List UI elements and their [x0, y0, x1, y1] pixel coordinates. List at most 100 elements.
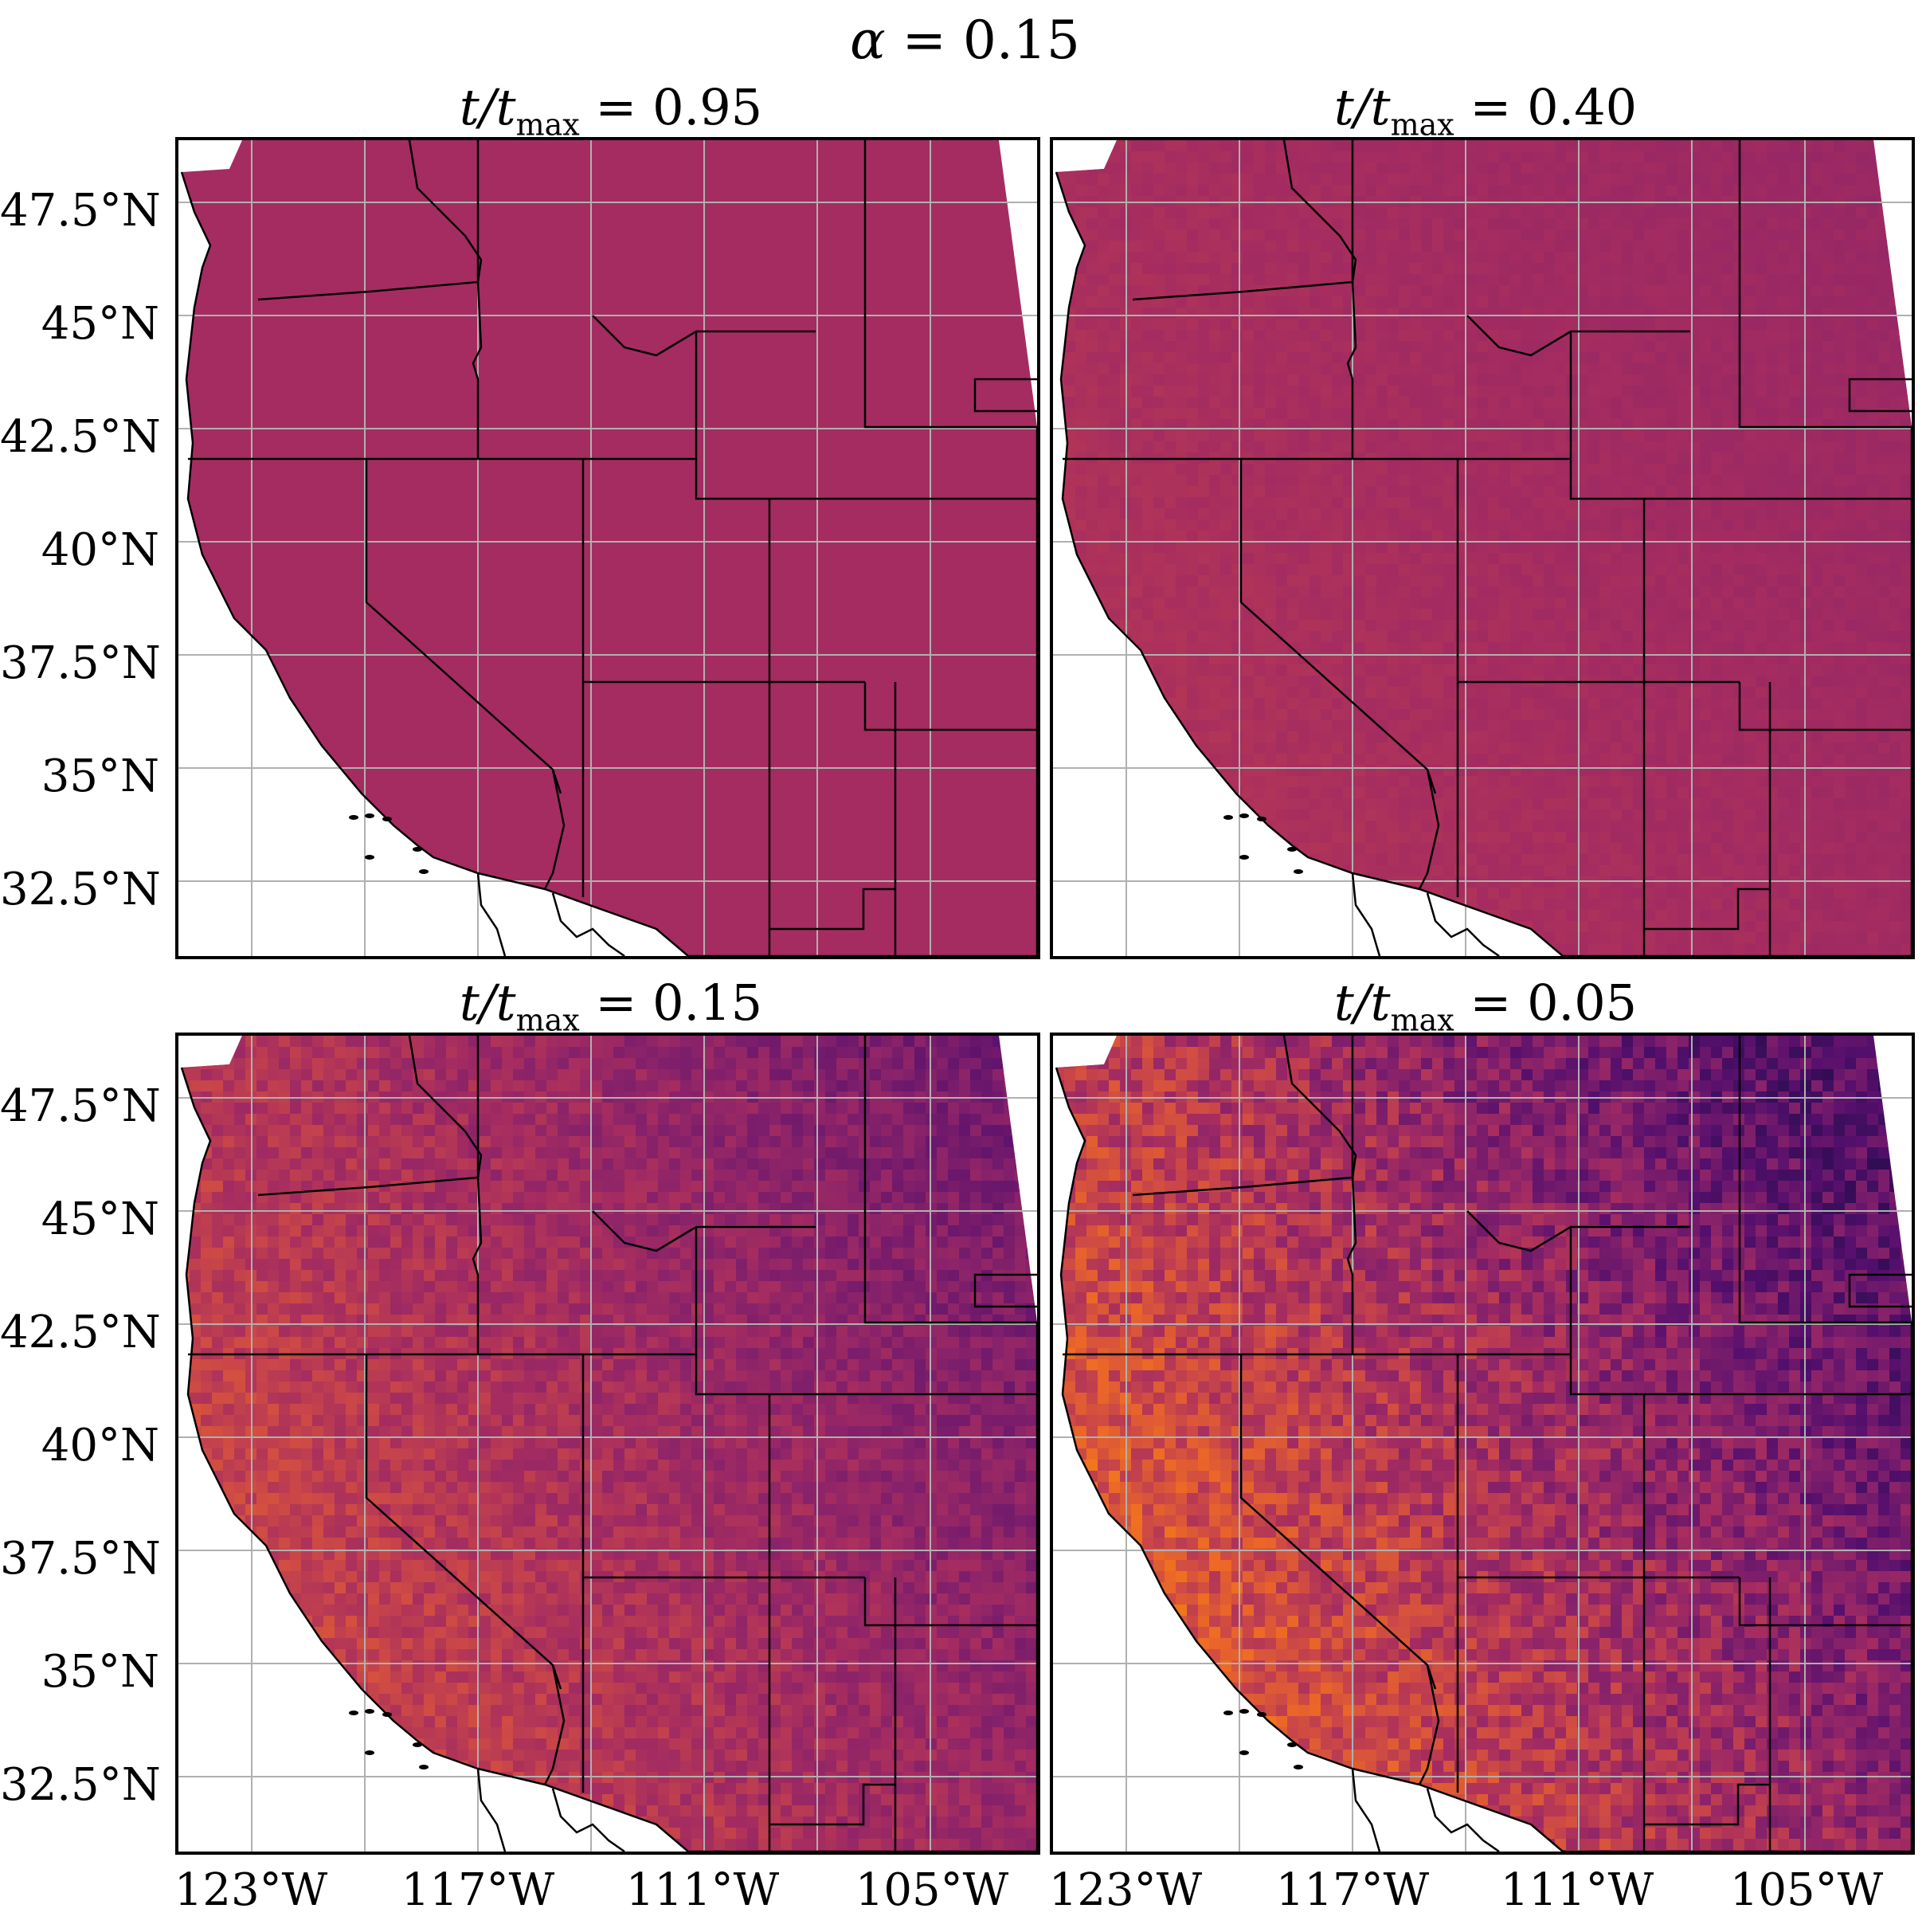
- field-cell: [1354, 664, 1365, 676]
- field-cell: [1231, 296, 1243, 308]
- field-cell: [1510, 274, 1521, 285]
- field-cell: [1533, 285, 1544, 296]
- field-cell: [1109, 441, 1120, 453]
- field-cell: [1454, 642, 1466, 653]
- field-cell: [1231, 408, 1243, 419]
- field-cell: [1566, 787, 1577, 798]
- field-cell: [1744, 218, 1756, 229]
- field-cell: [1075, 598, 1086, 609]
- field-cell: [1499, 787, 1510, 798]
- field-cell: [1056, 575, 1064, 586]
- field-cell: [1599, 308, 1611, 319]
- field-cell: [1388, 765, 1399, 776]
- field-cell: [1555, 553, 1566, 564]
- field-cell: [1655, 653, 1666, 664]
- field-cell: [1644, 776, 1655, 787]
- field-cell: [1410, 821, 1421, 832]
- field-cell: [1310, 285, 1321, 296]
- field-cell: [1722, 843, 1733, 854]
- field-cell: [1878, 475, 1889, 486]
- field-cell: [1432, 553, 1443, 564]
- field-cell: [1822, 319, 1834, 330]
- field-cell: [1722, 285, 1733, 296]
- field-cell: [1466, 475, 1477, 486]
- field-cell: [1399, 676, 1410, 687]
- field-cell: [1254, 408, 1265, 419]
- field-cell: [1878, 586, 1889, 598]
- field-cell: [1098, 776, 1109, 787]
- field-cell: [1588, 140, 1599, 151]
- field-cell: [1064, 397, 1075, 408]
- field-cell: [1466, 218, 1477, 229]
- field-cell: [1086, 374, 1098, 386]
- field-cell: [1098, 821, 1109, 832]
- field-cell: [1298, 285, 1310, 296]
- field-cell: [1075, 854, 1086, 865]
- field-cell: [1711, 274, 1722, 285]
- field-cell: [1443, 464, 1454, 475]
- field-cell: [1466, 464, 1477, 475]
- field-cell: [1689, 743, 1700, 754]
- field-cell: [1376, 263, 1388, 274]
- field-cell: [1098, 642, 1109, 653]
- field-cell: [1689, 341, 1700, 352]
- field-cell: [1477, 687, 1488, 698]
- field-cell: [1365, 798, 1376, 809]
- field-cell: [1321, 731, 1332, 743]
- field-cell: [1153, 140, 1165, 151]
- field-cell: [1310, 430, 1321, 441]
- field-cell: [1056, 319, 1064, 330]
- field-cell: [1454, 497, 1466, 508]
- field-cell: [1209, 497, 1220, 508]
- field-cell: [1243, 586, 1254, 598]
- field-cell: [1510, 163, 1521, 174]
- field-cell: [1611, 419, 1622, 430]
- field-cell: [1566, 207, 1577, 218]
- field-cell: [1878, 653, 1889, 664]
- field-cell: [1165, 531, 1176, 542]
- field-cell: [1399, 519, 1410, 531]
- field-cell: [1588, 542, 1599, 553]
- field-cell: [1276, 575, 1287, 586]
- field-cell: [1388, 598, 1399, 609]
- field-cell: [1633, 174, 1644, 185]
- field-cell: [1298, 430, 1310, 441]
- field-cell: [1131, 151, 1142, 163]
- field-cell: [1778, 363, 1789, 374]
- field-cell: [1142, 252, 1153, 263]
- field-cell: [1321, 809, 1332, 821]
- field-cell: [1789, 508, 1800, 519]
- field-cell: [1521, 620, 1533, 631]
- field-cell: [1499, 408, 1510, 419]
- field-cell: [1878, 486, 1889, 497]
- field-cell: [1689, 486, 1700, 497]
- field-cell: [1533, 564, 1544, 575]
- field-cell: [1666, 319, 1677, 330]
- field-cell: [1811, 687, 1822, 698]
- field-cell: [1075, 352, 1086, 363]
- field-cell: [1388, 151, 1399, 163]
- field-cell: [1265, 508, 1276, 519]
- field-cell: [1254, 642, 1265, 653]
- field-cell: [1878, 363, 1889, 374]
- field-cell: [1633, 140, 1644, 151]
- field-cell: [1376, 519, 1388, 531]
- field-cell: [1599, 419, 1611, 430]
- field-cell: [1901, 464, 1912, 475]
- field-cell: [1700, 308, 1711, 319]
- field-cell: [1454, 140, 1466, 151]
- field-cell: [1343, 185, 1354, 196]
- field-cell: [1544, 319, 1555, 330]
- field-cell: [1488, 308, 1499, 319]
- field-cell: [1689, 798, 1700, 809]
- field-cell: [1198, 252, 1209, 263]
- field-cell: [1432, 486, 1443, 497]
- field-cell: [1499, 709, 1510, 720]
- map-svg-2: [1053, 140, 1912, 956]
- field-cell: [1510, 575, 1521, 586]
- field-cell: [1265, 296, 1276, 308]
- field-cell: [1555, 352, 1566, 363]
- field-cell: [1142, 151, 1153, 163]
- field-cell: [1689, 352, 1700, 363]
- field-cell: [1376, 676, 1388, 687]
